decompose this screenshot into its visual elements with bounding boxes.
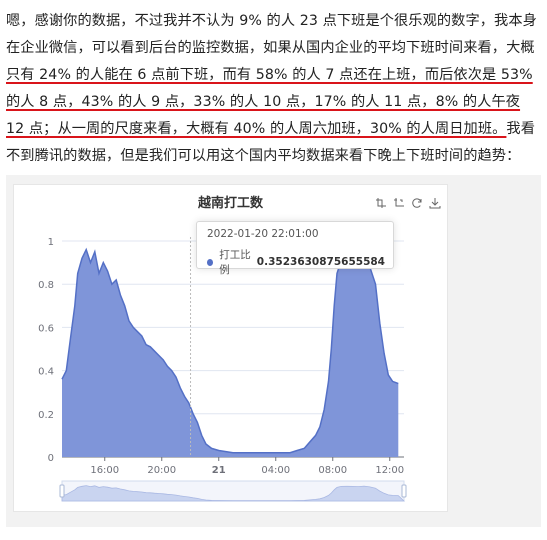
- tooltip-series-name: 打工比例: [219, 249, 251, 276]
- y-tick-label: 0.2: [38, 410, 54, 421]
- zoom-reset-icon[interactable]: [393, 197, 405, 209]
- tooltip-time: 2022-01-20 22:01:00: [207, 228, 319, 240]
- y-axis: 0 0.2 0.4 0.6 0.8 1: [38, 237, 54, 464]
- paragraph-text-outro: 我看不到腾讯的数据，但是我们可以用这个国内平均数据来看下晚上下班时间的趋势：: [6, 121, 535, 164]
- datazoom-handle-right: [401, 484, 407, 498]
- x-tick-label: 12:00: [375, 465, 404, 476]
- series-area: [62, 249, 399, 457]
- x-tick-label: 20:00: [147, 465, 176, 476]
- underlined-statistics-text: 只有 24% 的人能在 6 点前下班，而有 58% 的人 7 点还在上班，而后依…: [6, 67, 533, 137]
- article-paragraph: 嗯，感谢你的数据，不过我并不认为 9% 的人 23 点下班是个很乐观的数字，我本…: [6, 8, 541, 170]
- y-tick-label: 0: [48, 453, 54, 464]
- y-tick-label: 0.8: [38, 280, 54, 291]
- article-body: 嗯，感谢你的数据，不过我并不认为 9% 的人 23 点下班是个很乐观的数字，我本…: [6, 8, 541, 170]
- chart-figure: 越南打工数 0 0.2 0.4 0.6 0.8 1 16:00 20:00 21 04:00 08…: [6, 175, 541, 527]
- restore-icon[interactable]: [411, 197, 423, 209]
- tooltip-value: 0.3523630875655584: [256, 256, 385, 268]
- area-chart-panel: 越南打工数 0 0.2 0.4 0.6 0.8 1 16:00 20:00 21 04:00 08…: [13, 184, 448, 512]
- plot-area: 0 0.2 0.4 0.6 0.8 1 16:00 20:00 21 04:00 08:00 12:…: [38, 237, 407, 502]
- y-tick-label: 0.4: [38, 367, 54, 378]
- paragraph-text-intro: 嗯，感谢你的数据，不过我并不认为 9% 的人 23 点下班是个很乐观的数字，我本…: [6, 13, 537, 56]
- chart-title: 越南打工数: [197, 196, 263, 211]
- x-tick-label: 04:00: [261, 465, 290, 476]
- chart-toolbox: [375, 197, 441, 209]
- chart-tooltip: 2022-01-20 22:01:00 打工比例 0.3523630875655…: [196, 221, 394, 276]
- datazoom-preview: [61, 485, 406, 502]
- x-tick-label: 16:00: [90, 465, 119, 476]
- save-icon[interactable]: [429, 197, 441, 209]
- zoom-icon[interactable]: [375, 197, 387, 209]
- datazoom-slider[interactable]: [59, 480, 407, 502]
- x-tick-label: 08:00: [318, 465, 347, 476]
- tooltip-row: 打工比例 0.3523630875655584: [207, 247, 385, 277]
- y-tick-label: 0.6: [38, 323, 54, 334]
- series-dot-icon: [207, 258, 214, 266]
- x-axis: 16:00 20:00 21 04:00 08:00 12:00: [90, 457, 404, 476]
- datazoom-handle-left: [59, 484, 65, 498]
- x-tick-label: 21: [212, 465, 226, 476]
- y-tick-label: 1: [48, 237, 54, 248]
